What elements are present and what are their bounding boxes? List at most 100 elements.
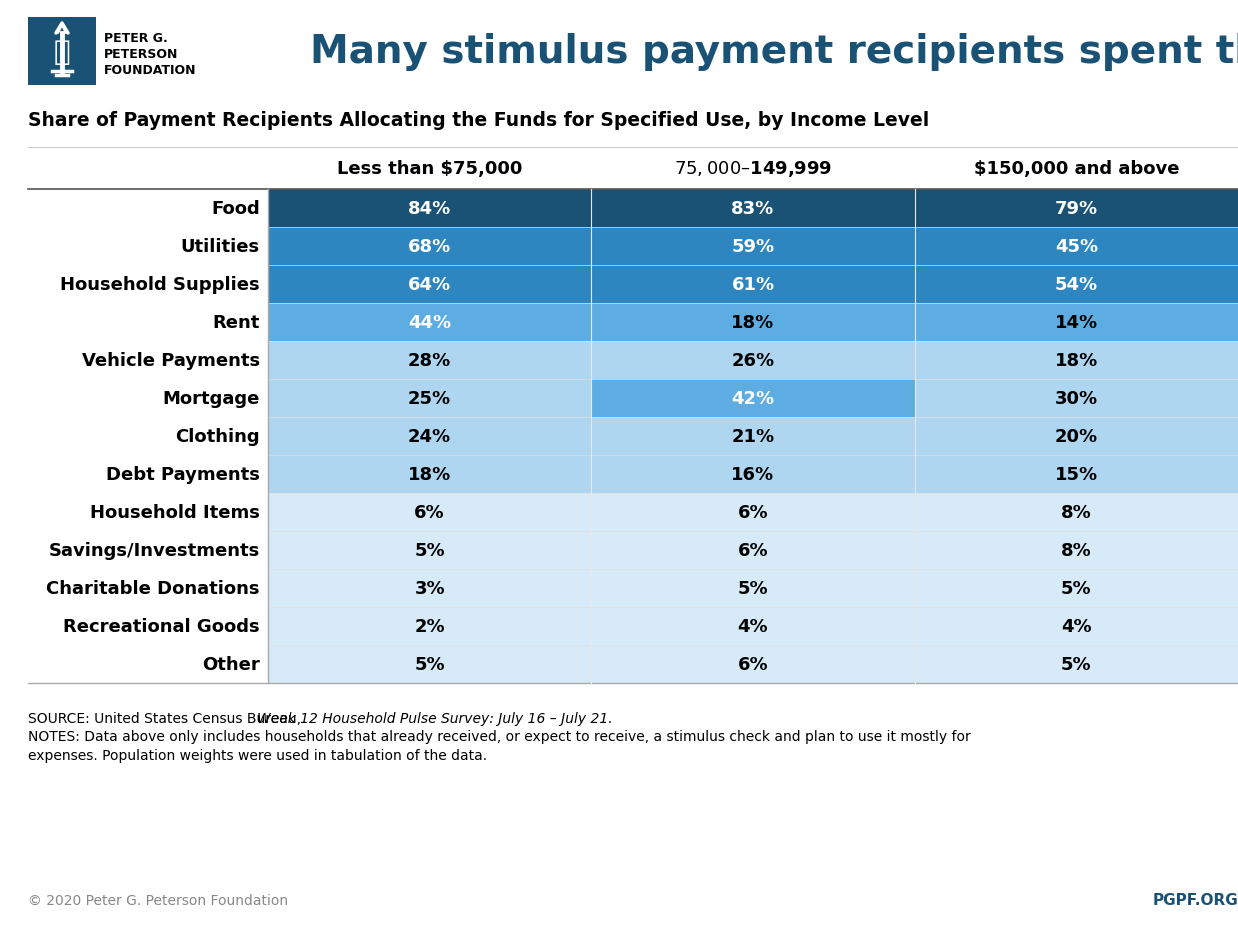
- Bar: [592, 304, 915, 342]
- Text: 45%: 45%: [1055, 237, 1098, 256]
- Text: 24%: 24%: [409, 427, 451, 446]
- Text: 64%: 64%: [409, 275, 451, 294]
- Text: Debt Payments: Debt Payments: [106, 465, 260, 484]
- Bar: [592, 569, 915, 607]
- Bar: [592, 190, 915, 228]
- Text: 61%: 61%: [732, 275, 775, 294]
- Text: 20%: 20%: [1055, 427, 1098, 446]
- Bar: [28, 18, 97, 86]
- Text: 18%: 18%: [409, 465, 452, 484]
- Bar: [915, 304, 1238, 342]
- Text: 5%: 5%: [738, 579, 769, 597]
- Bar: [592, 607, 915, 645]
- Text: Food: Food: [212, 200, 260, 218]
- Text: Share of Payment Recipients Allocating the Funds for Specified Use, by Income Le: Share of Payment Recipients Allocating t…: [28, 110, 930, 130]
- Text: 83%: 83%: [732, 200, 775, 218]
- Text: $150,000 and above: $150,000 and above: [973, 159, 1179, 178]
- Text: 4%: 4%: [1061, 617, 1092, 635]
- Text: 3%: 3%: [415, 579, 444, 597]
- Text: 5%: 5%: [415, 655, 444, 673]
- Text: 5%: 5%: [1061, 579, 1092, 597]
- Bar: [267, 645, 592, 683]
- Text: Other: Other: [202, 655, 260, 673]
- Text: 25%: 25%: [409, 389, 451, 408]
- Text: 18%: 18%: [732, 313, 775, 332]
- Text: NOTES: Data above only includes households that already received, or expect to r: NOTES: Data above only includes househol…: [28, 730, 971, 763]
- Text: Rent: Rent: [213, 313, 260, 332]
- Text: 6%: 6%: [738, 541, 769, 559]
- Text: 30%: 30%: [1055, 389, 1098, 408]
- Text: Clothing: Clothing: [176, 427, 260, 446]
- Text: 84%: 84%: [409, 200, 452, 218]
- Text: Household Supplies: Household Supplies: [61, 275, 260, 294]
- Text: 54%: 54%: [1055, 275, 1098, 294]
- Bar: [915, 531, 1238, 569]
- Text: 15%: 15%: [1055, 465, 1098, 484]
- Text: 🔦: 🔦: [53, 38, 71, 66]
- Bar: [915, 645, 1238, 683]
- Text: 4%: 4%: [738, 617, 769, 635]
- Bar: [267, 493, 592, 531]
- Bar: [592, 266, 915, 304]
- Text: 28%: 28%: [409, 351, 452, 370]
- Bar: [915, 569, 1238, 607]
- Text: Charitable Donations: Charitable Donations: [47, 579, 260, 597]
- Text: 6%: 6%: [738, 503, 769, 521]
- Bar: [592, 531, 915, 569]
- Bar: [915, 455, 1238, 493]
- Text: 6%: 6%: [738, 655, 769, 673]
- Bar: [267, 607, 592, 645]
- Text: 26%: 26%: [732, 351, 775, 370]
- Bar: [915, 266, 1238, 304]
- Bar: [592, 379, 915, 417]
- FancyBboxPatch shape: [28, 18, 97, 86]
- Text: Savings/Investments: Savings/Investments: [48, 541, 260, 559]
- Text: 79%: 79%: [1055, 200, 1098, 218]
- Text: Week 12 Household Pulse Survey: July 16 – July 21.: Week 12 Household Pulse Survey: July 16 …: [258, 711, 613, 725]
- Bar: [267, 417, 592, 455]
- Text: 6%: 6%: [415, 503, 444, 521]
- Text: © 2020 Peter G. Peterson Foundation: © 2020 Peter G. Peterson Foundation: [28, 893, 288, 907]
- Bar: [267, 455, 592, 493]
- Text: 5%: 5%: [1061, 655, 1092, 673]
- Text: Recreational Goods: Recreational Goods: [63, 617, 260, 635]
- Text: 44%: 44%: [409, 313, 451, 332]
- Bar: [915, 342, 1238, 379]
- Text: Utilities: Utilities: [181, 237, 260, 256]
- Bar: [267, 531, 592, 569]
- Text: 2%: 2%: [415, 617, 444, 635]
- Bar: [915, 417, 1238, 455]
- Text: $75,000 – $149,999: $75,000 – $149,999: [673, 159, 832, 179]
- Bar: [592, 228, 915, 266]
- Bar: [915, 228, 1238, 266]
- Bar: [592, 417, 915, 455]
- Text: Many stimulus payment recipients spent the m..: Many stimulus payment recipients spent t…: [310, 33, 1238, 71]
- Text: PGPF.ORG: PGPF.ORG: [1153, 892, 1238, 907]
- Text: Household Items: Household Items: [90, 503, 260, 521]
- Bar: [592, 342, 915, 379]
- Text: Mortgage: Mortgage: [162, 389, 260, 408]
- Bar: [267, 266, 592, 304]
- Bar: [592, 455, 915, 493]
- Bar: [267, 228, 592, 266]
- Text: Less than $75,000: Less than $75,000: [337, 159, 522, 178]
- Text: 8%: 8%: [1061, 541, 1092, 559]
- Bar: [592, 645, 915, 683]
- Text: 68%: 68%: [409, 237, 452, 256]
- Text: 59%: 59%: [732, 237, 775, 256]
- Bar: [915, 607, 1238, 645]
- Text: 5%: 5%: [415, 541, 444, 559]
- Text: 16%: 16%: [732, 465, 775, 484]
- Text: PETER G.
PETERSON
FOUNDATION: PETER G. PETERSON FOUNDATION: [104, 32, 197, 77]
- Bar: [592, 493, 915, 531]
- Bar: [267, 379, 592, 417]
- Text: Vehicle Payments: Vehicle Payments: [82, 351, 260, 370]
- Bar: [267, 304, 592, 342]
- Text: 18%: 18%: [1055, 351, 1098, 370]
- Text: 14%: 14%: [1055, 313, 1098, 332]
- Bar: [915, 190, 1238, 228]
- Text: 8%: 8%: [1061, 503, 1092, 521]
- Text: SOURCE: United States Census Bureau,: SOURCE: United States Census Bureau,: [28, 711, 306, 725]
- Bar: [267, 190, 592, 228]
- Bar: [267, 569, 592, 607]
